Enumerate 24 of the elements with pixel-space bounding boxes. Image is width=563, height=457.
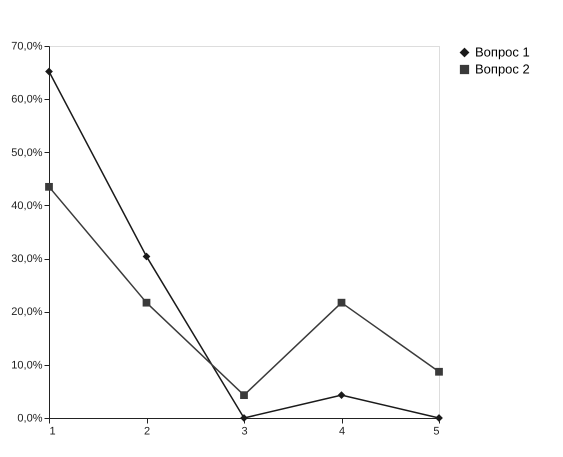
point <box>435 368 443 376</box>
legend-label: Вопрос 2 <box>475 62 530 76</box>
x-tick-label: 4 <box>338 426 346 438</box>
point <box>142 298 150 307</box>
x-tick-label: 5 <box>433 426 440 438</box>
point <box>142 252 150 260</box>
y-tick-label: 30,0% <box>11 253 43 266</box>
legend-label: Вопрос 1 <box>475 44 530 60</box>
point <box>45 68 53 76</box>
y-tick-label: 20,0% <box>11 306 43 318</box>
point <box>240 391 248 400</box>
y-tick-label: 40,0% <box>11 200 43 212</box>
point <box>338 298 346 307</box>
x-tick-label: 1 <box>50 426 56 438</box>
point <box>45 182 53 191</box>
y-tick-label: 70,0% <box>11 40 43 52</box>
x-tick-label: 2 <box>144 426 150 438</box>
y-tick-label: 60,0% <box>11 94 43 106</box>
x-tick-label: 3 <box>241 426 248 438</box>
y-tick-label: 50,0% <box>11 146 43 159</box>
y-tick-label: 0,0% <box>17 412 43 424</box>
point <box>240 414 248 422</box>
point <box>338 391 346 400</box>
y-tick-label: 10,0% <box>11 359 43 372</box>
